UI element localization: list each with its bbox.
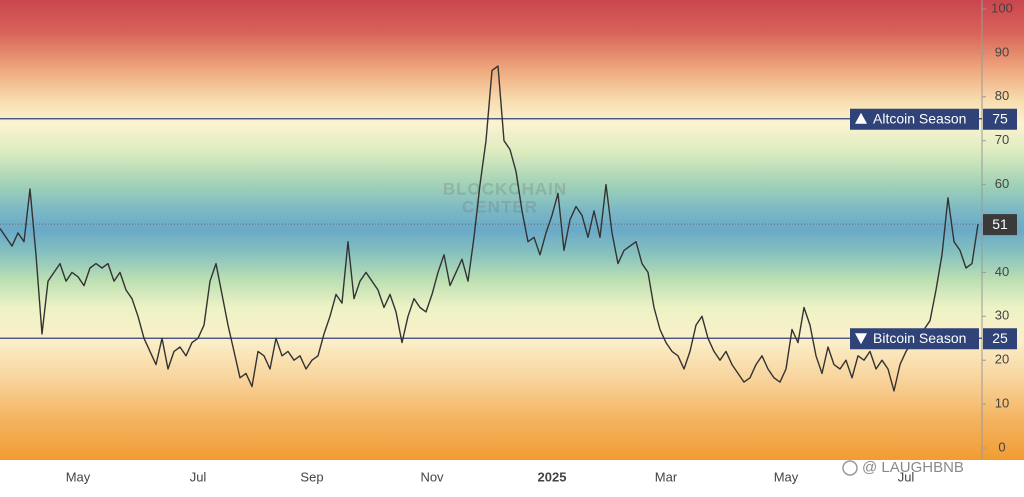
x-tick-label: 2025 — [538, 469, 567, 484]
x-tick-label: May — [774, 469, 799, 484]
reference-value: 25 — [992, 330, 1008, 346]
x-tick-label: Nov — [420, 469, 444, 484]
reference-label: Bitcoin Season — [873, 330, 966, 346]
series-line — [0, 65, 979, 392]
y-tick-label: 100 — [991, 0, 1013, 15]
y-tick-label: 80 — [995, 88, 1009, 103]
reference-value-box — [983, 108, 1017, 130]
background-gradient — [0, 0, 1024, 460]
reference-value-box — [983, 328, 1017, 350]
watermark: BLOCKCHAIN — [443, 179, 567, 198]
y-tick-label: 0 — [998, 439, 1005, 454]
watermark: CENTER — [462, 197, 538, 216]
credit: @ LAUGHBNB — [862, 459, 964, 476]
credit-icon — [842, 460, 858, 476]
last-value-label: 51 — [992, 216, 1008, 232]
y-tick-label: 90 — [995, 44, 1009, 59]
last-value-box — [983, 214, 1017, 236]
y-tick-label: 10 — [995, 396, 1009, 411]
y-tick-label: 40 — [995, 264, 1009, 279]
reference-arrow — [855, 333, 867, 345]
reference-label: Altcoin Season — [873, 110, 966, 126]
y-tick-label: 20 — [995, 352, 1009, 367]
reference-label-box — [850, 328, 979, 350]
x-tick-label: May — [66, 469, 91, 484]
reference-value: 75 — [992, 110, 1008, 126]
x-tick-label: Jul — [898, 469, 915, 484]
y-tick-label: 60 — [995, 176, 1009, 191]
y-tick-label: 30 — [995, 308, 1009, 323]
y-tick-label: 70 — [995, 132, 1009, 147]
x-tick-label: Sep — [300, 469, 323, 484]
x-axis-band — [0, 460, 1024, 497]
reference-label-box — [850, 108, 979, 130]
x-tick-label: Mar — [655, 469, 678, 484]
reference-arrow — [855, 112, 867, 124]
x-tick-label: Jul — [190, 469, 207, 484]
